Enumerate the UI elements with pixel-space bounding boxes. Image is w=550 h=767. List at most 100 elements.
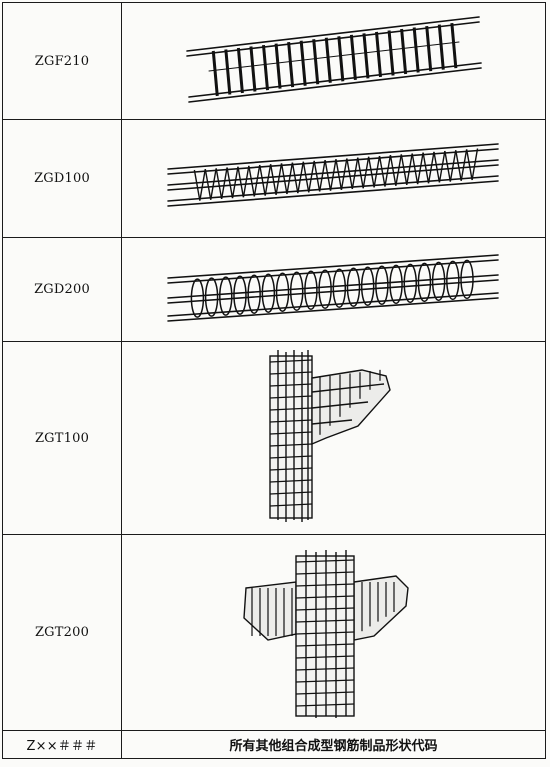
rebar-line: [236, 166, 244, 197]
rebar-line: [416, 152, 424, 184]
rebar-line: [323, 159, 331, 191]
rebar-line: [302, 161, 309, 192]
rebar-loop: [190, 277, 204, 318]
rebar-line: [269, 371, 312, 375]
rebar-line: [198, 168, 206, 201]
rebar-line: [220, 166, 228, 199]
rebar-loop: [332, 268, 346, 308]
rebar-loop: [218, 275, 233, 316]
rebar-line: [351, 157, 358, 189]
rebar-line: [432, 151, 440, 183]
rebar-line: [394, 153, 402, 186]
rebar-line: [269, 455, 312, 459]
truss-beam-figure: [166, 142, 499, 207]
rebar-line: [242, 165, 250, 197]
table-row: ZGT100: [2, 341, 546, 535]
rebar-line: [295, 630, 354, 635]
rebar-line: [286, 42, 294, 88]
rebar-line: [274, 43, 282, 89]
rebar-line: [336, 36, 344, 82]
figure-cell: [121, 237, 546, 342]
rebar-line: [231, 166, 239, 198]
rebar-line: [269, 503, 312, 507]
rebar-loop: [346, 267, 360, 307]
rebar-line: [295, 654, 354, 659]
figure-cell: [121, 534, 546, 731]
rebar-line: [405, 152, 413, 185]
rebar-line: [295, 702, 354, 707]
rebar-line: [324, 37, 332, 83]
description-cell: 所有其他组合成型钢筋制品形状代码: [121, 730, 546, 759]
rebar-line: [295, 678, 354, 683]
rebar-line: [261, 44, 269, 91]
shape-code-cell: ZGT100: [2, 341, 122, 535]
rebar-line: [280, 162, 288, 194]
shape-code-cell: ZGD200: [2, 237, 122, 342]
rebar-line: [214, 167, 222, 199]
rebar-line: [258, 164, 266, 196]
rebar-line: [236, 47, 244, 94]
rebar-line: [378, 155, 386, 187]
rebar-line: [295, 618, 354, 623]
rebar-line: [311, 39, 319, 85]
rebar-line: [411, 152, 418, 184]
rebar-line: [454, 149, 462, 181]
rebar-line: [263, 163, 271, 196]
rebar-line: [269, 467, 312, 471]
rebar-line: [296, 161, 304, 193]
rebar-line: [269, 395, 312, 399]
shape-code-cell: ZGT200: [2, 534, 122, 731]
rebar-loop: [303, 269, 318, 310]
rebar-line: [247, 165, 255, 197]
rebar-line: [295, 582, 354, 587]
rebar-line: [269, 491, 312, 495]
rebar-line: [372, 155, 380, 188]
rebar-line: [253, 164, 260, 197]
shape-code-cell: Z××＃＃＃: [2, 730, 122, 759]
figure-cell: [121, 341, 546, 535]
rebar-line: [269, 163, 277, 195]
rebar-line: [334, 158, 342, 190]
rebar-line: [449, 23, 457, 69]
table-row: ZGD100: [2, 119, 546, 238]
rebar-line: [269, 359, 312, 363]
rebar-line: [295, 570, 354, 575]
rebar-line: [269, 479, 312, 483]
rebar-line: [295, 690, 354, 695]
rebar-line: [349, 34, 357, 80]
rebar-line: [248, 46, 256, 92]
rebar-line: [211, 50, 219, 97]
column-two-brackets-figure: [242, 549, 409, 718]
rebar-line: [223, 49, 231, 95]
rebar-line: [400, 153, 407, 185]
rebar-line: [340, 157, 348, 190]
table-row: ZGF210: [2, 2, 546, 120]
rebar-line: [356, 157, 364, 188]
rebar-line: [449, 149, 456, 182]
table-row: ZGT200: [2, 534, 546, 731]
rebar-line: [269, 407, 312, 411]
rebar-line: [421, 152, 429, 183]
rebar-loop: [417, 262, 431, 302]
rebar-loop: [445, 260, 460, 300]
rebar-line: [361, 33, 369, 79]
rebar-loop: [275, 271, 289, 312]
truss-cage-figure: [185, 16, 482, 103]
rebar-line: [399, 28, 407, 75]
rebar-line: [329, 158, 337, 191]
rebar-line: [465, 148, 473, 180]
rebar-line: [295, 642, 354, 647]
rebar-loop: [289, 270, 303, 311]
rebar-line: [362, 156, 369, 188]
rebar-line: [460, 148, 467, 181]
table-row: ZGD200: [2, 237, 546, 342]
rebar-line: [269, 443, 312, 447]
rebar-loop: [431, 261, 445, 301]
rebar-loop: [403, 263, 417, 303]
shape-code-cell: ZGD100: [2, 119, 122, 238]
rebar-line: [295, 594, 354, 599]
rebar-line: [424, 25, 432, 72]
table-row: Z××＃＃＃ 所有其他组合成型钢筋制品形状代码: [2, 730, 546, 759]
rebar-line: [225, 166, 233, 198]
